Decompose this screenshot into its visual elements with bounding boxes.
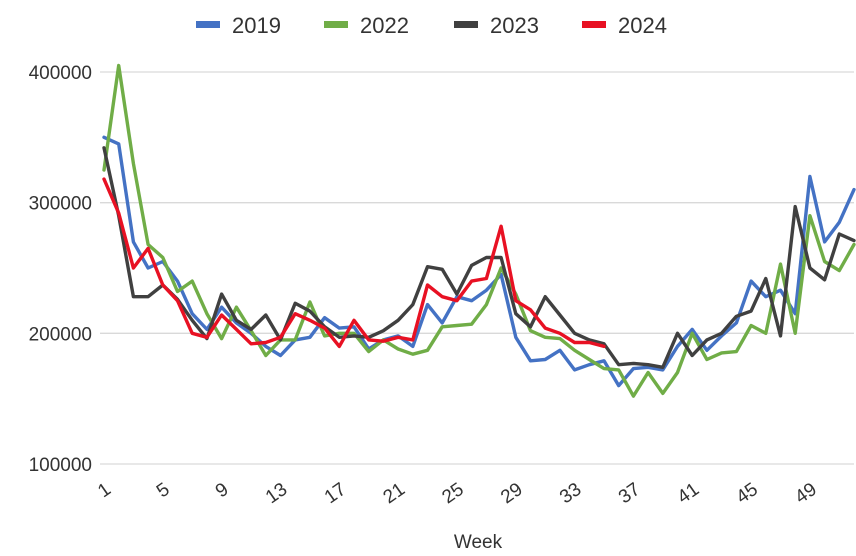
legend: 2019 2022 2023 2024 [196, 13, 667, 38]
x-tick-label: 17 [321, 479, 350, 508]
x-tick-label: 33 [556, 479, 585, 508]
y-tick-label: 400000 [29, 63, 92, 84]
y-tick-label: 100000 [29, 455, 92, 476]
y-tick-label: 200000 [29, 324, 92, 345]
series-line-2023 [102, 146, 856, 369]
series-line-2022 [102, 63, 856, 398]
x-tick-label: 45 [733, 479, 762, 508]
x-tick-label: 29 [497, 479, 526, 508]
legend-label: 2019 [232, 13, 281, 38]
gridlines [100, 71, 854, 465]
x-tick-label: 49 [791, 479, 820, 508]
legend-swatch [324, 21, 348, 28]
x-tick-label: 21 [380, 479, 409, 508]
x-axis-title: Week [454, 532, 503, 553]
legend-swatch [582, 21, 606, 28]
legend-label: 2024 [618, 13, 667, 38]
series-line-2019 [102, 135, 856, 388]
legend-swatch [196, 21, 220, 28]
series-line-2024 [102, 177, 606, 349]
series-lines [102, 63, 856, 398]
legend-label: 2023 [490, 13, 539, 38]
x-tick-label: 25 [438, 479, 467, 508]
x-axis-tick-labels: 1 5 9 13 17 21 25 29 33 37 41 45 49 [94, 479, 821, 508]
x-tick-label: 13 [262, 479, 291, 508]
x-tick-label: 37 [615, 479, 644, 508]
x-tick-label: 41 [674, 479, 703, 508]
legend-swatch [454, 21, 478, 28]
x-tick-label: 1 [94, 479, 115, 502]
y-tick-label: 300000 [29, 194, 92, 215]
legend-label: 2022 [360, 13, 409, 38]
x-tick-label: 9 [212, 479, 233, 502]
x-tick-label: 5 [153, 479, 174, 502]
y-axis-tick-labels: 100000 200000 300000 400000 [29, 63, 92, 476]
